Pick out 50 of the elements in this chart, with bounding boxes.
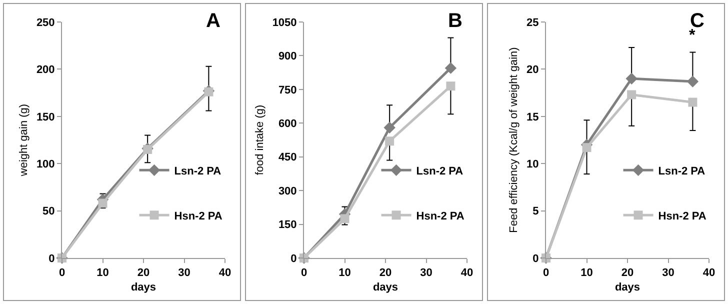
- x-tick-label: 40: [702, 267, 716, 280]
- x-tick-label: 30: [662, 267, 674, 280]
- y-tick-label: 750: [278, 84, 297, 96]
- y-tick-label: 25: [526, 16, 539, 29]
- y-tick-label: 0: [290, 252, 297, 265]
- y-tick-label: 200: [36, 64, 55, 76]
- y-axis-title: food intake (g): [254, 104, 266, 176]
- y-tick-label: 50: [42, 206, 55, 218]
- x-tick-label: 10: [580, 267, 593, 280]
- x-tick-label: 0: [542, 267, 550, 280]
- x-axis-title: days: [372, 281, 398, 294]
- x-axis-title: days: [614, 281, 640, 294]
- x-tick-label: 40: [460, 267, 474, 280]
- annotation: A: [206, 10, 220, 32]
- x-tick-label: 30: [420, 267, 432, 280]
- x-tick-label: 10: [338, 267, 351, 280]
- y-tick-label: 15: [526, 111, 539, 124]
- y-tick-label: 150: [36, 111, 55, 124]
- y-tick-label: 100: [36, 158, 55, 170]
- legend-label: Lsn-2 PA: [658, 165, 706, 178]
- legend-label: Hsn-2 PA: [416, 210, 464, 222]
- y-tick-label: 900: [278, 50, 297, 63]
- y-tick-label: 5: [532, 206, 539, 218]
- y-tick-label: 10: [526, 158, 539, 170]
- y-tick-label: 0: [532, 252, 539, 265]
- y-tick-label: 600: [278, 118, 297, 130]
- y-tick-label: 1050: [272, 16, 297, 29]
- x-tick-label: 10: [96, 267, 109, 280]
- y-tick-label: 250: [36, 16, 55, 29]
- x-tick-label: 20: [379, 267, 392, 280]
- x-tick-label: 0: [300, 267, 308, 280]
- y-axis-title: weight gain (g): [18, 104, 30, 178]
- y-tick-label: 150: [278, 219, 297, 232]
- y-axis-title: Feed efficiency (Kcal/g of weight gain): [508, 47, 520, 233]
- y-tick-label: 450: [278, 152, 297, 164]
- x-tick-label: 20: [137, 267, 150, 280]
- x-tick-label: 30: [178, 267, 190, 280]
- annotation: *: [689, 27, 696, 44]
- legend-label: Lsn-2 PA: [174, 165, 222, 178]
- annotation: B: [448, 10, 462, 32]
- legend-label: Lsn-2 PA: [416, 165, 464, 178]
- x-tick-label: 20: [621, 267, 634, 280]
- y-tick-label: 300: [278, 185, 297, 198]
- y-tick-label: 0: [48, 252, 55, 265]
- x-tick-label: 40: [218, 267, 232, 280]
- x-tick-label: 0: [58, 267, 66, 280]
- legend-label: Hsn-2 PA: [174, 210, 222, 222]
- y-tick-label: 20: [526, 64, 539, 76]
- x-axis-title: days: [130, 281, 156, 294]
- legend-label: Hsn-2 PA: [658, 210, 706, 222]
